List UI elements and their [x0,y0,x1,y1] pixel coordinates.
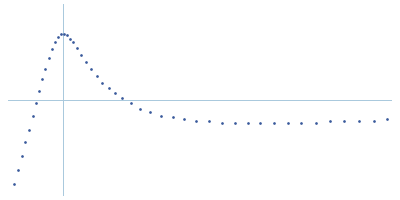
Point [105,86,112,89]
Point [22,140,28,143]
Point [219,121,225,124]
Point [67,37,73,41]
Point [36,90,42,93]
Point [94,74,100,77]
Point [298,121,305,124]
Point [284,121,291,124]
Point [146,111,153,114]
Point [18,154,25,157]
Point [341,119,348,123]
Point [169,116,176,119]
Point [181,118,188,121]
Point [356,119,362,123]
Point [26,128,32,131]
Point [313,121,319,124]
Point [112,91,118,95]
Point [370,119,377,123]
Point [99,81,105,84]
Point [73,46,80,49]
Point [39,77,46,81]
Point [15,168,21,171]
Point [127,102,134,105]
Point [136,107,143,110]
Point [384,118,391,121]
Point [52,41,58,44]
Point [70,41,76,44]
Point [193,119,200,123]
Point [58,32,64,35]
Point [119,97,126,100]
Point [78,53,84,56]
Point [158,114,164,117]
Point [45,57,52,60]
Point [11,182,18,185]
Point [206,119,212,123]
Point [55,36,61,39]
Point [32,102,39,105]
Point [88,67,94,70]
Point [257,121,264,124]
Point [82,60,89,63]
Point [244,121,251,124]
Point [64,34,70,37]
Point [42,67,49,70]
Point [61,32,67,35]
Point [49,48,55,51]
Point [30,114,36,117]
Point [232,121,238,124]
Point [271,121,277,124]
Point [327,119,333,123]
